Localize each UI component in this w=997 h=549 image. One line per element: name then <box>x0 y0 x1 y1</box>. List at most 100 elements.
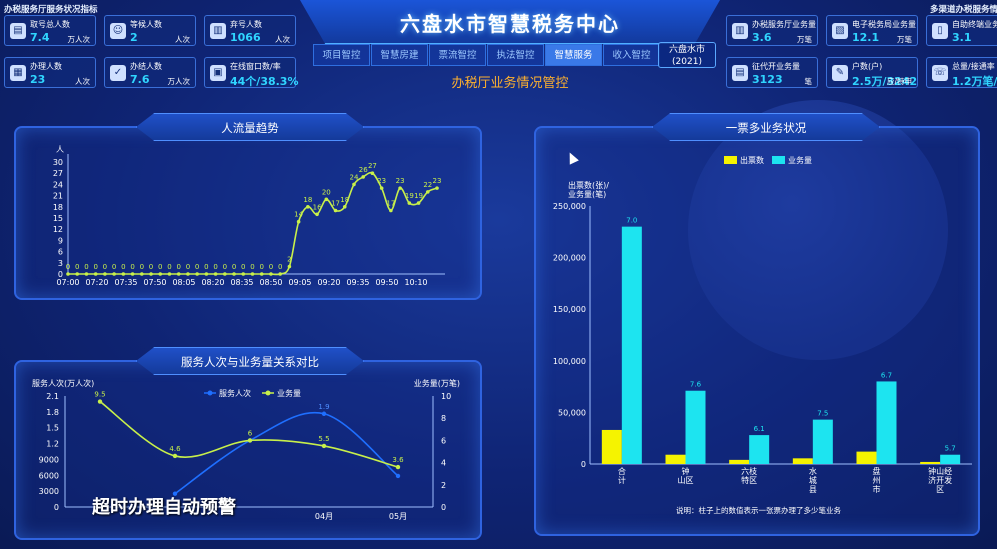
kpi-unit: 万笔 <box>797 35 812 44</box>
data-label: 0 <box>213 263 217 271</box>
data-label: 0 <box>121 263 125 271</box>
kpi-label: 弃号人数 <box>230 20 262 29</box>
y-tick-label: 50,000 <box>558 408 586 417</box>
year-selector[interactable]: 六盘水市 (2021) <box>658 42 716 68</box>
data-label: 2 <box>287 256 291 264</box>
phone-icon: ☏ <box>932 65 948 81</box>
x-tick-label: 09:20 <box>317 278 340 287</box>
kpi-unit: 应/特申 <box>886 77 912 86</box>
data-label-business: 5.5 <box>318 435 329 443</box>
x-tick-label: 六枝 <box>741 466 757 476</box>
data-label: 0 <box>130 263 134 271</box>
y-tick-label: 6 <box>58 248 63 257</box>
y-tick-label: 250,000 <box>553 202 586 211</box>
x-tick-label: 特区 <box>741 475 757 485</box>
data-label: 22 <box>423 181 432 189</box>
data-point <box>130 272 135 276</box>
y-tick-label: 0 <box>58 270 63 279</box>
data-point <box>407 201 412 205</box>
data-point <box>416 201 421 205</box>
x-tick-label: 09:50 <box>375 278 398 287</box>
data-label: 0 <box>278 263 282 271</box>
x-tick-label: 州 <box>873 476 881 485</box>
left-y-axis-label: 服务人次(万人次) <box>32 378 94 388</box>
tab-project[interactable]: 项目智控 <box>313 44 370 66</box>
year-city: 六盘水市 <box>668 45 705 55</box>
data-label: 16 <box>313 203 322 211</box>
data-label: 0 <box>75 263 79 271</box>
kpi-label: 自助终端业务 <box>952 20 997 29</box>
data-label: 0 <box>259 263 263 271</box>
left-y-tick-label: 2.1 <box>46 392 59 401</box>
x-tick-label: 盘 <box>873 466 881 476</box>
data-point <box>84 272 89 276</box>
left-y-tick-label: 6000 <box>39 471 59 480</box>
y-tick-label: 100,000 <box>553 357 586 366</box>
data-point <box>398 186 402 190</box>
data-point <box>333 208 338 213</box>
x-tick-label: 08:05 <box>172 278 195 287</box>
data-point <box>259 272 264 276</box>
x-tick-label: 城 <box>809 476 817 485</box>
legend-dot <box>207 390 213 396</box>
tab-invoice-flow[interactable]: 票流智控 <box>429 44 486 66</box>
data-label-business: 4.6 <box>169 445 181 453</box>
data-label: 19 <box>414 192 423 200</box>
bar-tickets <box>601 429 622 464</box>
data-point <box>379 186 384 190</box>
kpi-tile: ✎ 户数(户) 2.5万/3242 应/特申 <box>826 57 918 88</box>
bar-tickets <box>856 451 877 464</box>
kpi-unit: 万人次 <box>167 77 191 86</box>
y-tick-label: 12 <box>53 225 63 234</box>
left-y-tick-label: 1.2 <box>46 440 59 449</box>
y-tick-label: 0 <box>581 460 586 469</box>
data-label: 0 <box>176 263 180 271</box>
chart-note: 说明：柱子上的数值表示一张票办理了多少笔业务 <box>676 505 841 515</box>
x-tick-label: 07:35 <box>114 278 137 287</box>
x-tick-label: 05月 <box>389 512 407 521</box>
data-point <box>425 190 430 194</box>
data-label: 18 <box>303 196 312 204</box>
data-label: 0 <box>140 263 144 271</box>
data-point <box>158 272 163 276</box>
bar-data-label: 7.6 <box>690 381 702 389</box>
kpi-tile: ▥ 办税服务厅业务量 3.6 万笔 <box>726 15 818 46</box>
left-y-tick-label: 0 <box>54 503 59 512</box>
done-icon: ✓ <box>110 65 126 81</box>
data-label: 23 <box>433 177 442 185</box>
left-y-tick-label: 1.8 <box>46 408 59 417</box>
tab-housing[interactable]: 智慧房建 <box>371 44 428 66</box>
x-tick-label: 计 <box>618 475 626 485</box>
data-point <box>435 186 439 190</box>
x-tick-label: 07:00 <box>56 278 79 287</box>
kpi-value: 7.4 <box>30 31 50 44</box>
data-point <box>167 272 172 276</box>
kpi-label: 户数(户) <box>852 62 883 71</box>
data-label: 0 <box>241 263 245 271</box>
kpi-label: 办理人数 <box>30 62 62 71</box>
data-point <box>103 272 107 276</box>
data-point <box>66 272 70 276</box>
kpi-unit: 人次 <box>175 35 190 44</box>
data-point <box>278 272 282 276</box>
kpi-tile: ▣ 在线窗口数/率 44个/38.3% <box>204 57 299 88</box>
right-y-tick-label: 10 <box>441 392 451 401</box>
data-point <box>75 272 80 276</box>
nav-tabs: 项目智控 智慧房建 票流智控 执法智控 智慧服务 收入智控 <box>313 44 661 66</box>
bar-tickets <box>729 459 750 464</box>
tab-enforcement[interactable]: 执法智控 <box>487 44 544 66</box>
data-label: 0 <box>223 263 227 271</box>
data-label-business: 9.5 <box>94 391 105 399</box>
data-point <box>93 272 98 276</box>
y-tick-label: 18 <box>53 203 63 212</box>
kpi-tile: ✓ 办结人数 7.6 万人次 <box>104 57 196 88</box>
tab-smart-service[interactable]: 智慧服务 <box>545 44 602 66</box>
document-icon: ▦ <box>10 65 26 81</box>
bar-business <box>749 435 770 464</box>
data-point <box>204 272 209 276</box>
y-axis-label: 出票数(张)/ <box>568 180 609 190</box>
kpi-label: 总量/接通率 <box>952 62 995 71</box>
series-line-service <box>174 411 399 495</box>
